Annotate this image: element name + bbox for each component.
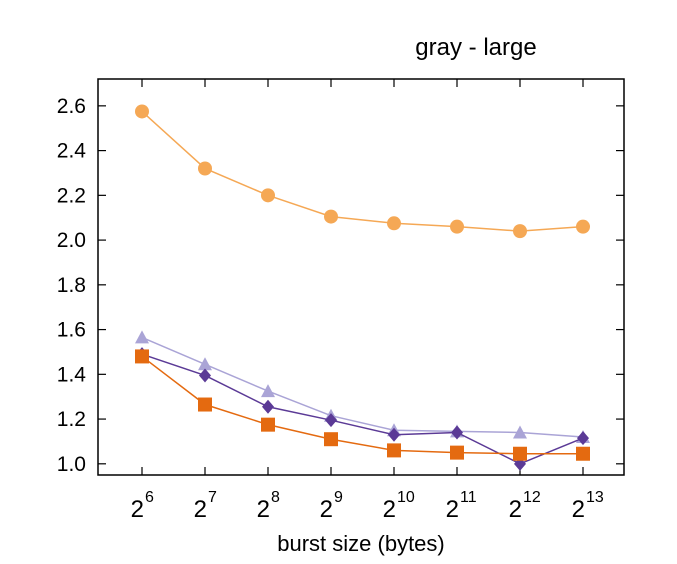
series-2-line [141, 353, 584, 465]
x-tick-base: 2 [383, 496, 396, 523]
series-3-point [513, 446, 527, 461]
x-axis: 2 6 2 7 2 8 2 9 2 10 2 11 2 12 2 13 [131, 79, 604, 523]
series-0-point [261, 188, 275, 203]
series-1-point [513, 425, 527, 439]
x-tick-exponent: 10 [397, 489, 415, 506]
x-tick-exponent: 6 [145, 489, 154, 506]
chart-title: gray - large [415, 34, 536, 61]
y-tick-label: 2.4 [57, 140, 87, 163]
x-tick-base: 2 [320, 496, 333, 523]
series-1-point [261, 384, 275, 398]
series-3-point [261, 417, 275, 432]
y-tick-label: 2.0 [57, 229, 86, 252]
series-0-point [135, 104, 149, 119]
x-tick-base: 2 [446, 496, 459, 523]
series-layer [135, 104, 590, 471]
series-3-point [135, 349, 149, 364]
x-tick-base: 2 [509, 496, 522, 523]
x-axis-label: burst size (bytes) [277, 531, 445, 556]
series-3-point [450, 445, 464, 460]
y-tick-label: 1.2 [57, 408, 86, 431]
series-0-point [198, 161, 212, 176]
y-axis: 1.0 1.2 1.4 1.6 1.8 2.0 2.2 2.4 2.6 [57, 95, 624, 476]
y-tick-label: 1.0 [57, 453, 86, 476]
x-tick-exponent: 7 [208, 489, 217, 506]
series-2-point [325, 413, 337, 428]
x-tick-base: 2 [131, 496, 144, 523]
series-0-point [513, 224, 527, 239]
series-1-point [198, 357, 212, 371]
series-2-point [199, 368, 211, 383]
x-tick-label: 2 13 [572, 489, 604, 523]
series-0-point [576, 219, 590, 234]
x-tick-exponent: 13 [586, 489, 604, 506]
y-tick-label: 2.2 [57, 184, 86, 207]
x-tick-exponent: 11 [460, 489, 477, 506]
plot-frame [97, 78, 625, 476]
series-0-point [324, 209, 338, 224]
series-3-point [324, 432, 338, 447]
series-3-line [141, 355, 583, 455]
x-tick-base: 2 [257, 496, 270, 523]
series-2-point [388, 427, 400, 442]
x-tick-exponent: 12 [523, 489, 541, 506]
series-3-point [387, 443, 401, 458]
series-3-point [576, 446, 590, 461]
x-tick-label: 2 10 [383, 489, 415, 523]
series-2-point [262, 399, 274, 414]
y-tick-label: 1.8 [57, 274, 86, 297]
y-tick-label: 1.6 [57, 319, 86, 342]
y-tick-label: 2.6 [57, 95, 86, 118]
x-tick-label: 2 11 [446, 489, 477, 523]
series-2-point [451, 425, 463, 440]
y-tick-label: 1.4 [57, 363, 87, 386]
series-0-line [141, 110, 584, 232]
series-1-line [141, 336, 584, 438]
x-tick-exponent: 9 [334, 489, 343, 506]
x-tick-label: 2 12 [509, 489, 541, 523]
x-tick-base: 2 [572, 496, 585, 523]
x-tick-base: 2 [194, 496, 207, 523]
series-2-point [577, 431, 589, 446]
series-3-point [198, 397, 212, 412]
series-0-point [450, 219, 464, 234]
series-0-point [387, 216, 401, 231]
x-tick-exponent: 8 [271, 489, 280, 506]
series-1-point [135, 330, 149, 344]
